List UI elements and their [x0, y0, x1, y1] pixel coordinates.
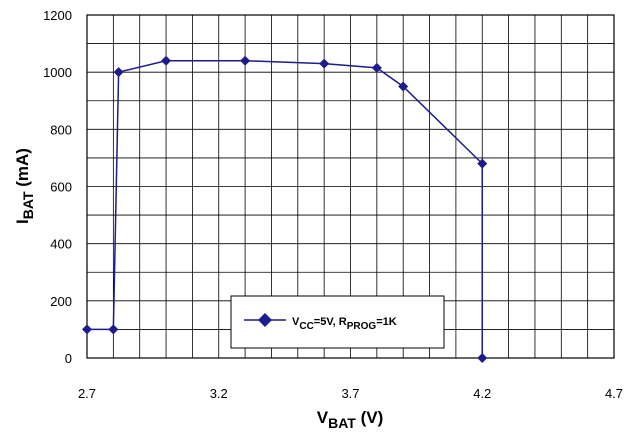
x-tick-label: 4.7: [605, 386, 623, 401]
legend-label: VCC=5V, RPROG=1K: [292, 316, 397, 332]
tick-labels: 2.7 3.2 3.7 4.2 4.7 0 200 400 600 800 1000 1200: [43, 8, 623, 401]
data-point-marker: [398, 81, 409, 92]
axis-title-subscript: BAT: [328, 415, 356, 431]
legend-label-part: V: [292, 316, 300, 328]
data-point-marker: [371, 62, 382, 73]
y-tick-label: 200: [50, 294, 72, 309]
data-point-marker: [113, 67, 124, 78]
axis-title-subscript: BAT: [20, 191, 36, 219]
legend-label-part: CC: [299, 321, 313, 332]
data-point-marker: [161, 55, 172, 66]
y-tick-label: 800: [50, 122, 72, 137]
x-axis-title: VBAT (V): [317, 408, 383, 431]
x-tick-label: 2.7: [78, 386, 96, 401]
axis-title-unit: (V): [356, 408, 383, 427]
x-tick-label: 3.7: [341, 386, 359, 401]
data-point-marker: [477, 353, 488, 363]
grid: [87, 15, 614, 358]
data-point-marker: [108, 324, 119, 335]
legend-label-part: =1K: [376, 316, 397, 328]
y-tick-label: 1200: [43, 8, 72, 23]
axis-title-unit: (mA): [13, 148, 32, 191]
y-axis-title: IBAT (mA): [13, 148, 36, 224]
x-tick-label: 3.2: [210, 386, 228, 401]
axis-title-main: I: [13, 219, 32, 224]
y-tick-label: 1000: [43, 65, 72, 80]
y-tick-label: 0: [65, 351, 72, 366]
series-line: [87, 59, 483, 358]
data-point-marker: [240, 55, 251, 66]
x-tick-label: 4.2: [473, 386, 491, 401]
legend-marker: [258, 313, 272, 327]
legend-label-part: PROG: [347, 321, 377, 332]
y-tick-label: 400: [50, 237, 72, 252]
series: [82, 55, 488, 363]
data-point-marker: [477, 158, 488, 169]
legend-label-part: =5V, R: [314, 316, 347, 328]
axis-title-main: V: [317, 408, 329, 427]
data-point-marker: [319, 58, 330, 69]
plot-frame: [86, 14, 615, 359]
y-tick-label: 600: [50, 180, 72, 195]
legend: VCC=5V, RPROG=1K: [230, 295, 445, 349]
data-point-marker: [82, 324, 92, 335]
